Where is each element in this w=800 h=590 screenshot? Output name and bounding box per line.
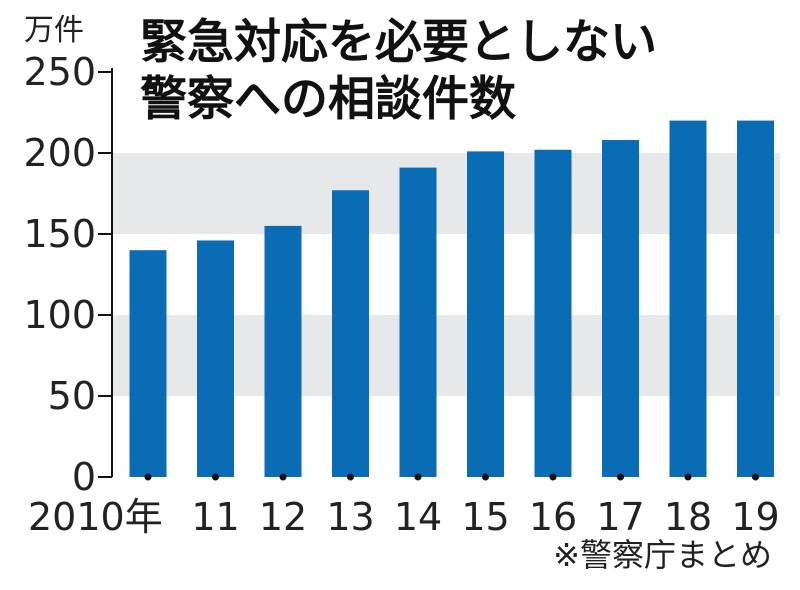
x-tick-label: 17: [596, 495, 644, 539]
x-tick-label: 2010年: [28, 495, 163, 539]
shaded-band-1: [112, 153, 780, 234]
bars: [129, 120, 774, 478]
unit-label: 万件: [24, 13, 84, 48]
x-tick-dot: [414, 473, 422, 481]
bar-18: [669, 120, 707, 477]
y-tick-label: 250: [23, 50, 96, 94]
x-tick-dot: [144, 473, 152, 481]
x-axis: 2010年 11 12 13 14 15 16 17 18 19: [28, 473, 780, 539]
y-axis: 0 50 100 150 200 250: [23, 50, 113, 499]
x-tick-dot: [752, 473, 759, 481]
x-tick-label: 18: [664, 495, 712, 539]
y-tick-label: 200: [23, 131, 96, 175]
x-tick-label: 14: [394, 495, 442, 539]
bar-2010年: [129, 250, 167, 477]
x-tick-dot: [279, 473, 287, 481]
source-note: ※警察庁まとめ: [553, 536, 772, 574]
x-tick-label: 19: [731, 495, 779, 539]
bar-17: [602, 140, 639, 478]
bar-15: [467, 151, 504, 477]
y-tick-label: 50: [48, 374, 96, 418]
x-tick-dot: [482, 473, 489, 481]
x-tick-label: 13: [326, 495, 374, 539]
bar-13: [332, 190, 369, 477]
x-tick-label: 11: [191, 495, 239, 539]
x-tick-dot: [549, 473, 557, 481]
x-tick-dot: [347, 473, 354, 481]
x-tick-label: 16: [529, 495, 577, 539]
y-tick-label: 100: [23, 293, 96, 337]
bar-14: [399, 167, 437, 477]
chart-title: 緊急対応を必要としない: [140, 15, 657, 70]
y-tick-label: 0: [72, 455, 96, 499]
x-tick-dot: [617, 473, 624, 481]
x-tick-label: 12: [259, 495, 307, 539]
bar-12: [264, 225, 302, 477]
bar-11: [197, 240, 234, 477]
y-tick-label: 150: [23, 212, 96, 256]
x-tick-label: 15: [461, 495, 509, 539]
chart-subtitle: 警察への相談件数: [140, 72, 516, 127]
x-tick-dot: [684, 473, 692, 481]
bar-16: [534, 149, 572, 477]
x-tick-dot: [212, 473, 219, 481]
bar-19: [737, 120, 774, 477]
